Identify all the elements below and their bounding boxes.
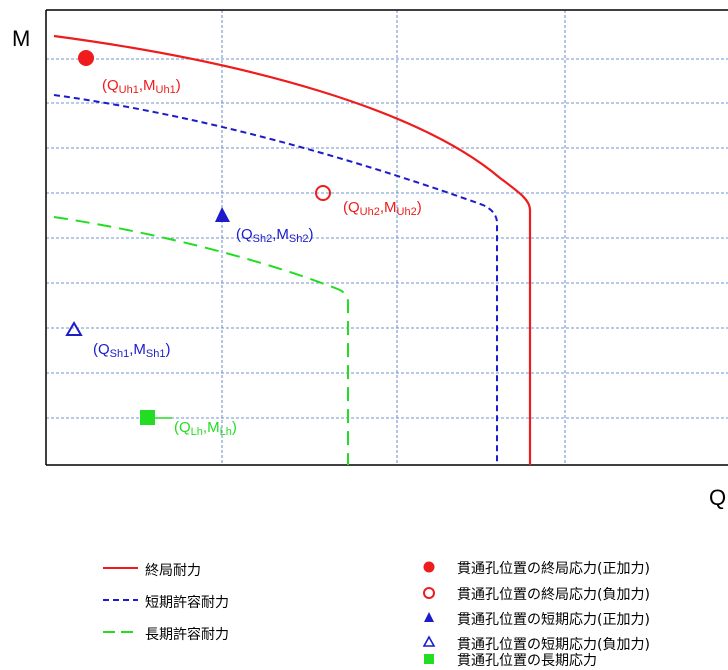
legend-open-circle-icon [423,587,435,599]
legend-short-term-positive-label: 貫通孔位置の短期応力(正加力) [457,612,650,628]
ultimate-stress-negative-marker [315,185,331,201]
legend-ultimate-negative-label: 貫通孔位置の終局応力(負加力) [457,587,650,603]
gridlines [46,10,728,465]
ultimate-strength-curve [53,34,532,465]
legend-long-term-stress-label: 貫通孔位置の長期応力 [457,653,597,669]
short-term-stress-positive-marker [215,207,230,222]
long-term-allowable-curve [53,216,350,465]
point-label-lh: (QLh,MLh) [174,419,237,438]
point-label-sh2: (QSh2,MSh2) [236,226,314,245]
legend-open-triangle-icon [422,635,436,647]
legend-filled-circle-icon [423,561,435,573]
short-term-stress-negative-marker [65,321,83,336]
point-label-uh1: (QUh1,MUh1) [102,77,181,96]
legend-ultimate-positive-label: 貫通孔位置の終局応力(正加力) [457,561,650,577]
long-term-stress-marker [140,410,155,425]
point-label-uh2: (QUh2,MUh2) [343,199,422,218]
short-term-allowable-curve [53,94,499,465]
point-label-sh1: (QSh1,MSh1) [93,341,171,360]
legend-ultimate-label: 終局耐力 [145,563,201,579]
ultimate-stress-positive-marker [78,50,94,66]
legend-long-term-label: 長期許容耐力 [145,627,229,643]
y-axis-label: M [12,26,31,51]
x-axis-label: Q [709,485,727,510]
legend-short-term-label: 短期許容耐力 [145,595,229,611]
legend-filled-square-icon [424,654,434,664]
legend-filled-triangle-icon [424,612,434,622]
legend-short-term-negative-label: 貫通孔位置の短期応力(負加力) [457,637,650,653]
